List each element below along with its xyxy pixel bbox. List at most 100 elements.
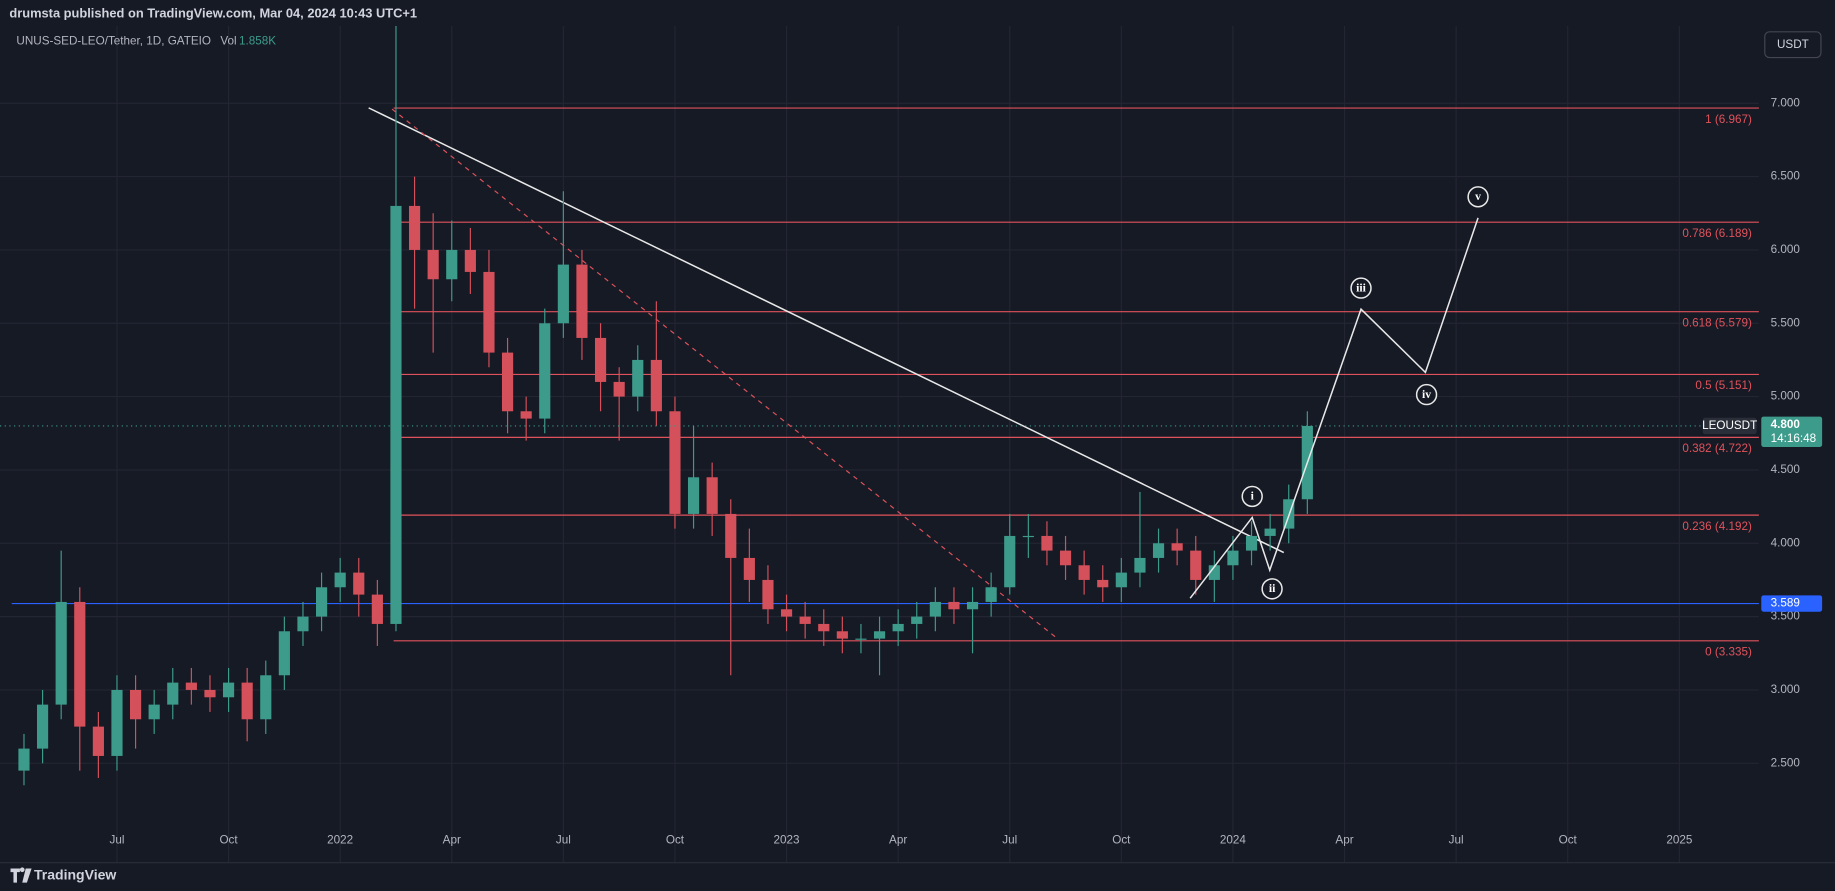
candle-body bbox=[353, 572, 365, 595]
y-tick-label: 2.500 bbox=[1771, 756, 1801, 769]
candle-body bbox=[1134, 557, 1146, 573]
y-tick-label: 4.000 bbox=[1771, 536, 1801, 549]
candle-body bbox=[725, 513, 737, 558]
wave-circle bbox=[1350, 277, 1372, 299]
volume-label: Vol bbox=[220, 34, 236, 47]
dashed-trend-line bbox=[391, 108, 1058, 639]
candle-body bbox=[687, 477, 700, 514]
candle-body bbox=[985, 587, 997, 602]
footer-bar bbox=[0, 862, 1835, 891]
candle-body bbox=[1078, 565, 1090, 580]
candle-body bbox=[111, 689, 123, 756]
x-tick-label: Oct bbox=[1559, 834, 1578, 847]
candle-body bbox=[799, 616, 811, 624]
candle-body bbox=[762, 579, 774, 610]
candle-body bbox=[706, 477, 718, 514]
candle-body bbox=[1115, 572, 1127, 588]
candle-body bbox=[241, 682, 253, 720]
candle-body bbox=[966, 601, 979, 610]
candle-body bbox=[1004, 535, 1016, 588]
candle-body bbox=[948, 601, 960, 610]
countdown-label: 14:16:48 bbox=[1771, 432, 1817, 445]
wave-circle bbox=[1241, 485, 1263, 508]
candle-body bbox=[594, 337, 607, 382]
symbol-label: LEOUSDT bbox=[1702, 419, 1757, 432]
candle-body bbox=[1264, 528, 1276, 536]
candle-body bbox=[1190, 550, 1202, 580]
candle-body bbox=[315, 587, 328, 617]
symbol-title: UNUS-SED-LEO/Tether, 1D, GATEIO bbox=[16, 34, 211, 47]
candle-body bbox=[911, 616, 923, 624]
brand-name: TradingView bbox=[34, 866, 116, 882]
candle-body bbox=[260, 675, 272, 720]
symbol-badge bbox=[1702, 417, 1757, 435]
candle-body bbox=[74, 601, 86, 727]
x-tick-label: Jul bbox=[1002, 834, 1017, 847]
brand-logo bbox=[10, 867, 32, 883]
candle-body bbox=[632, 359, 644, 397]
candle-body bbox=[1208, 565, 1220, 580]
candle-body bbox=[613, 381, 625, 397]
candle-body bbox=[836, 631, 848, 639]
x-tick-label: Jul bbox=[109, 834, 124, 847]
candle-body bbox=[1171, 543, 1183, 551]
x-tick-label: Apr bbox=[443, 834, 461, 847]
candle-body bbox=[892, 623, 904, 632]
candle-body bbox=[446, 249, 458, 280]
legend: UNUS-SED-LEO/Tether, 1D, GATEIO Vol 1.85… bbox=[16, 34, 276, 47]
fib-level-label: 0.236 (4.192) bbox=[1682, 520, 1752, 533]
fib-level-label: 1 (6.967) bbox=[1705, 113, 1752, 126]
x-tick-label: Oct bbox=[219, 834, 238, 847]
level-badge bbox=[1761, 595, 1823, 612]
candle-body bbox=[873, 631, 886, 639]
candle-body bbox=[743, 557, 755, 580]
x-tick-label: Oct bbox=[666, 834, 685, 847]
x-tick-label: 2023 bbox=[774, 834, 800, 847]
candles bbox=[0, 22, 1759, 786]
candle-body bbox=[371, 594, 383, 624]
wave-path bbox=[1189, 217, 1479, 599]
candle-body bbox=[92, 726, 104, 756]
x-tick-label: Oct bbox=[1112, 834, 1131, 847]
candle-body bbox=[18, 748, 30, 771]
y-tick-label: 6.500 bbox=[1771, 170, 1801, 183]
candle-body bbox=[483, 271, 495, 353]
x-tick-label: 2025 bbox=[1666, 834, 1693, 847]
x-tick-label: 2024 bbox=[1220, 834, 1247, 847]
candle-body bbox=[1059, 550, 1072, 566]
candle-body bbox=[334, 572, 346, 588]
wave-label: i bbox=[1251, 490, 1255, 503]
candle-body bbox=[929, 601, 941, 617]
candle-body bbox=[520, 411, 532, 419]
wave-label: iv bbox=[1422, 388, 1431, 401]
wave-circle bbox=[1415, 383, 1438, 406]
fib-level-label: 0.382 (4.722) bbox=[1682, 442, 1752, 455]
y-tick-label: 4.500 bbox=[1771, 463, 1801, 476]
candle-body bbox=[1245, 535, 1258, 551]
wave-label: ii bbox=[1269, 582, 1276, 595]
price-label: 4.800 bbox=[1771, 418, 1801, 431]
candle-body bbox=[408, 205, 421, 250]
wave-circle bbox=[1261, 578, 1283, 600]
candle-body bbox=[1227, 550, 1239, 566]
x-tick-label: 2022 bbox=[327, 834, 353, 847]
price-badge bbox=[1761, 416, 1823, 447]
candle-body bbox=[1152, 543, 1165, 558]
y-tick-label: 3.000 bbox=[1771, 683, 1801, 696]
y-tick-label: 5.500 bbox=[1771, 316, 1801, 329]
header-bar bbox=[0, 0, 1835, 26]
currency-button[interactable] bbox=[1764, 31, 1822, 59]
candle-body bbox=[539, 323, 551, 419]
candle-body bbox=[278, 631, 290, 676]
x-tick-label: Jul bbox=[556, 834, 571, 847]
fib-level-label: 0.786 (6.189) bbox=[1682, 227, 1752, 240]
candle-body bbox=[1097, 579, 1109, 588]
currency-label[interactable]: USDT bbox=[1777, 38, 1809, 51]
candle-body bbox=[55, 601, 67, 705]
candle-body bbox=[222, 682, 235, 698]
candle-body bbox=[204, 689, 216, 698]
trend-line bbox=[368, 107, 1285, 554]
